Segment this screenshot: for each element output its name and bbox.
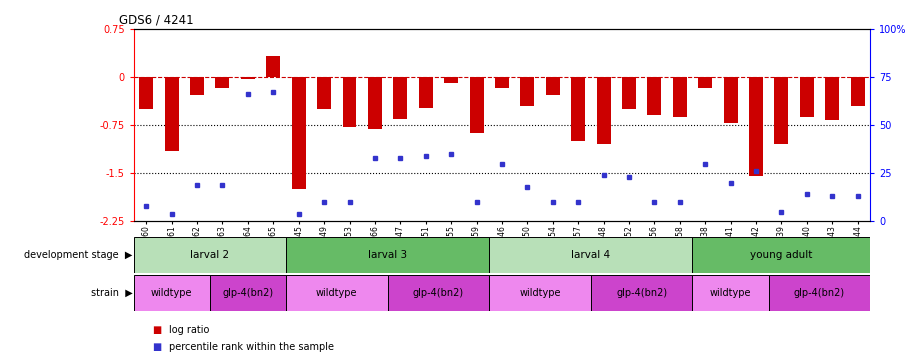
Bar — [775, 77, 788, 144]
Text: wildtype: wildtype — [710, 288, 752, 298]
Bar — [210, 275, 286, 311]
Bar — [134, 237, 286, 273]
Bar — [749, 77, 763, 176]
Text: wildtype: wildtype — [316, 288, 357, 298]
Bar — [825, 77, 839, 120]
Bar — [724, 77, 738, 123]
Bar — [489, 275, 591, 311]
Text: glp-4(bn2): glp-4(bn2) — [413, 288, 464, 298]
Text: larval 4: larval 4 — [571, 250, 611, 260]
Bar — [139, 77, 153, 109]
Bar — [769, 275, 870, 311]
Bar — [419, 77, 433, 107]
Bar — [489, 237, 693, 273]
Bar — [216, 77, 229, 88]
Bar — [134, 275, 210, 311]
Bar — [317, 77, 331, 109]
Bar — [343, 77, 356, 127]
Bar — [571, 77, 585, 141]
Bar — [647, 77, 661, 115]
Bar — [546, 77, 560, 95]
Text: GDS6 / 4241: GDS6 / 4241 — [119, 14, 193, 27]
Bar — [165, 77, 179, 151]
Bar — [851, 77, 865, 106]
Bar — [693, 275, 769, 311]
Bar — [799, 77, 814, 117]
Bar — [444, 77, 458, 83]
Bar — [622, 77, 636, 109]
Text: glp-4(bn2): glp-4(bn2) — [616, 288, 667, 298]
Bar — [393, 77, 407, 119]
Bar — [388, 275, 489, 311]
Bar — [266, 56, 280, 77]
Bar — [693, 237, 870, 273]
Text: ■: ■ — [152, 325, 161, 335]
Text: percentile rank within the sample: percentile rank within the sample — [169, 342, 333, 352]
Text: ■: ■ — [152, 342, 161, 352]
Text: larval 2: larval 2 — [191, 250, 229, 260]
Bar — [367, 77, 382, 130]
Bar — [591, 275, 693, 311]
Text: wildtype: wildtype — [151, 288, 192, 298]
Text: larval 3: larval 3 — [368, 250, 407, 260]
Text: development stage  ▶: development stage ▶ — [24, 250, 133, 260]
Bar — [286, 237, 489, 273]
Bar — [698, 77, 712, 88]
Bar — [470, 77, 484, 133]
Bar — [673, 77, 687, 117]
Bar — [520, 77, 534, 106]
Bar — [190, 77, 204, 95]
Text: log ratio: log ratio — [169, 325, 209, 335]
Text: wildtype: wildtype — [519, 288, 561, 298]
Bar — [495, 77, 509, 88]
Bar — [597, 77, 611, 144]
Text: young adult: young adult — [751, 250, 812, 260]
Bar — [286, 275, 388, 311]
Text: glp-4(bn2): glp-4(bn2) — [222, 288, 274, 298]
Bar — [241, 77, 255, 79]
Text: glp-4(bn2): glp-4(bn2) — [794, 288, 845, 298]
Text: strain  ▶: strain ▶ — [90, 288, 133, 298]
Bar — [292, 77, 306, 189]
